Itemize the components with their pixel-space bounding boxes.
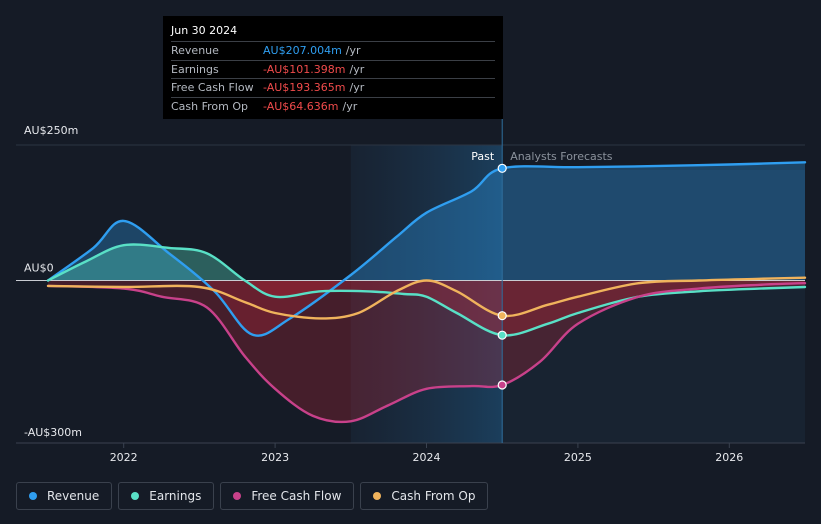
tooltip-row-unit: /yr: [342, 99, 358, 113]
legend-item-cash-from-op[interactable]: Cash From Op: [360, 482, 489, 510]
legend-label: Revenue: [47, 489, 100, 503]
x-tick-label: 2026: [715, 451, 743, 464]
tooltip-row-label: Free Cash Flow: [171, 81, 254, 94]
forecast-region-shade: [502, 170, 805, 443]
tooltip-row-unit: /yr: [349, 62, 365, 76]
y-tick-label: AU$250m: [24, 124, 78, 137]
tooltip-row: Earnings -AU$101.398m/yr: [171, 61, 495, 79]
legend-item-revenue[interactable]: Revenue: [16, 482, 113, 510]
forecast-label: Analysts Forecasts: [510, 150, 613, 163]
revenue-area-negative: [48, 280, 805, 336]
earnings-marker: [497, 330, 507, 340]
tooltip-date: Jun 30 2024: [171, 23, 495, 42]
tooltip-row-label: Earnings: [171, 62, 219, 76]
tooltip-row-unit: /yr: [349, 81, 365, 94]
tooltip-row-value: -AU$193.365m: [263, 81, 346, 94]
x-tick-label: 2023: [261, 451, 289, 464]
revenue-line: [46, 161, 807, 337]
y-tick-label: -AU$300m: [24, 426, 82, 439]
earnings-area-negative: [48, 280, 805, 336]
tooltip-row-value: -AU$64.636m: [263, 99, 339, 113]
legend-dot-icon: [29, 492, 37, 500]
tooltip-row: Cash From Op -AU$64.636m/yr: [171, 98, 495, 116]
earnings-area-positive: [48, 244, 245, 281]
legend-dot-icon: [233, 492, 242, 500]
legend-label: Cash From Op: [391, 489, 476, 503]
legend-dot-icon: [131, 492, 140, 500]
past-region-shade: [350, 145, 503, 443]
legend-label: Earnings: [149, 489, 202, 503]
free-cash-flow-line: [46, 282, 807, 424]
tooltip-row-label: Cash From Op: [171, 99, 249, 113]
tooltip-row: Free Cash Flow -AU$193.365m/yr: [171, 79, 495, 98]
legend: Revenue Earnings Free Cash Flow Cash From O…: [16, 482, 489, 510]
x-tick-label: 2022: [110, 451, 138, 464]
legend-label: Free Cash Flow: [251, 489, 342, 503]
revenue-marker: [497, 163, 507, 173]
free-cash-flow-area-negative: [48, 280, 805, 422]
free-cash-flow-marker: [497, 380, 507, 390]
tooltip-row: Revenue AU$207.004m/yr: [171, 42, 495, 61]
tooltip: Jun 30 2024 Revenue AU$207.004m/yr Earning…: [163, 16, 503, 119]
x-tick-label: 2025: [564, 451, 592, 464]
past-label: Past: [471, 150, 495, 163]
tooltip-row-label: Revenue: [171, 44, 219, 57]
cash-from-op-line: [46, 276, 807, 320]
y-tick-label: AU$0: [24, 261, 54, 274]
revenue-area-positive: [48, 162, 805, 281]
x-tick-label: 2024: [413, 451, 441, 464]
legend-item-earnings[interactable]: Earnings: [118, 482, 215, 510]
legend-item-free-cash-flow[interactable]: Free Cash Flow: [220, 482, 355, 510]
legend-dot-icon: [373, 492, 382, 500]
tooltip-row-unit: /yr: [345, 44, 361, 57]
tooltip-row-value: AU$207.004m: [263, 44, 342, 57]
tooltip-row-value: -AU$101.398m: [263, 62, 346, 76]
cash-from-op-marker: [497, 311, 507, 321]
